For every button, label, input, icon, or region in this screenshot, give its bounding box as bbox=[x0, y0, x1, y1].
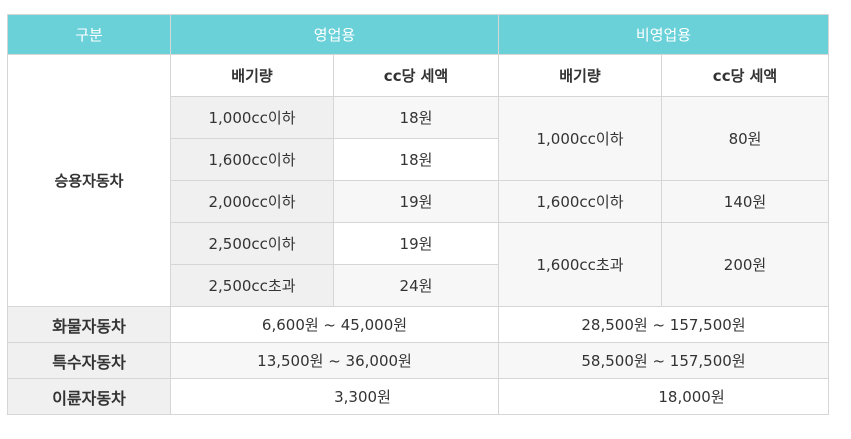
cargo-noncommercial-range: 28,500원 ~ 157,500원 bbox=[497, 306, 830, 343]
noncommercial-displacement-cell: 1,600cc초과 bbox=[498, 222, 662, 307]
noncommercial-displacement-cell: 1,000cc이하 bbox=[498, 96, 662, 181]
special-commercial-range: 13,500원 ~ 36,000원 bbox=[170, 342, 499, 379]
commercial-tax-cell: 18원 bbox=[333, 138, 499, 181]
commercial-tax-cell: 18원 bbox=[333, 96, 499, 139]
table-row: 2,000cc이하 19원 1,600cc이하 140원 bbox=[8, 180, 830, 223]
commercial-displacement-cell: 1,600cc이하 bbox=[170, 138, 334, 181]
subheader-commercial-displacement: 배기량 bbox=[170, 54, 334, 97]
noncommercial-displacement-cell: 1,600cc이하 bbox=[498, 180, 662, 223]
twowheel-commercial-amount: 3,300원 bbox=[334, 388, 391, 406]
twowheel-noncommercial-amount: 18,000원 bbox=[658, 388, 725, 406]
commercial-displacement-cell: 2,500cc이하 bbox=[170, 222, 334, 265]
twowheel-commercial-cell: 3,300원 bbox=[170, 378, 499, 415]
row-label-special: 특수자동차 bbox=[7, 342, 171, 379]
subheader-commercial-tax: cc당 세액 bbox=[333, 54, 499, 97]
header-category: 구분 bbox=[7, 14, 171, 55]
row-label-cargo: 화물자동차 bbox=[7, 306, 171, 343]
special-noncommercial-range: 58,500원 ~ 157,500원 bbox=[497, 342, 830, 379]
noncommercial-tax-cell: 200원 bbox=[660, 222, 830, 307]
cargo-commercial-range: 6,600원 ~ 45,000원 bbox=[170, 306, 499, 343]
row-label-passenger: 승용자동차 bbox=[7, 54, 171, 307]
table-row: 1,600cc이하 18원 bbox=[8, 138, 829, 181]
row-label-twowheel: 이륜자동차 bbox=[7, 378, 171, 415]
table-row: 2,500cc초과 24원 bbox=[8, 264, 829, 307]
vehicle-tax-table: 구분 영업용 비영업용 승용자동차 배기량 cc당 세액 배기량 cc당 세액 … bbox=[7, 14, 830, 415]
table-row: 2,500cc이하 19원 1,600cc초과 200원 bbox=[8, 222, 830, 307]
table-row: 1,000cc이하 18원 1,000cc이하 80원 bbox=[8, 96, 830, 181]
commercial-tax-cell: 24원 bbox=[333, 264, 499, 307]
subheader-noncommercial-tax: cc당 세액 bbox=[660, 54, 830, 97]
table-row-special: 특수자동차 13,500원 ~ 36,000원 58,500원 ~ 157,50… bbox=[7, 342, 830, 379]
commercial-displacement-cell: 1,000cc이하 bbox=[170, 96, 334, 139]
noncommercial-tax-cell: 140원 bbox=[660, 180, 830, 223]
noncommercial-tax-cell: 80원 bbox=[660, 96, 830, 181]
header-commercial: 영업용 bbox=[170, 14, 499, 55]
vehicle-tax-table-container: 구분 영업용 비영업용 승용자동차 배기량 cc당 세액 배기량 cc당 세액 … bbox=[7, 14, 830, 415]
commercial-tax-cell: 19원 bbox=[333, 180, 499, 223]
commercial-displacement-cell: 2,000cc이하 bbox=[170, 180, 334, 223]
table-row-twowheel: 이륜자동차 3,300원 18,000원 bbox=[7, 378, 830, 415]
commercial-displacement-cell: 2,500cc초과 bbox=[170, 264, 334, 307]
table-subheader-row: 승용자동차 배기량 cc당 세액 배기량 cc당 세액 bbox=[7, 54, 830, 307]
subheader-noncommercial-displacement: 배기량 bbox=[498, 54, 662, 97]
table-row-cargo: 화물자동차 6,600원 ~ 45,000원 28,500원 ~ 157,500… bbox=[7, 306, 830, 343]
header-noncommercial: 비영업용 bbox=[497, 14, 830, 55]
table-header-row: 구분 영업용 비영업용 bbox=[7, 14, 830, 55]
twowheel-noncommercial-cell: 18,000원 bbox=[497, 378, 830, 415]
commercial-tax-cell: 19원 bbox=[333, 222, 499, 265]
